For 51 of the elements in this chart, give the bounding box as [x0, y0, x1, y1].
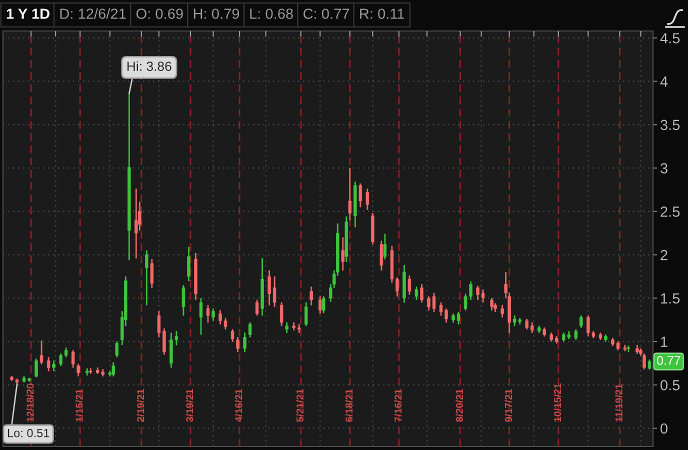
x-tick-label: 4/16/21 [234, 389, 242, 422]
candlestick [481, 289, 485, 303]
x-tick-label: 2/19/21 [136, 389, 144, 422]
annotation: Lo: 0.51 [8, 428, 50, 438]
y-tick-label: 2 [660, 250, 668, 260]
candlestick [623, 344, 627, 352]
y-tick-label: 4 [660, 76, 668, 87]
y-tick-label: 3 [660, 163, 668, 174]
candlestick [46, 356, 50, 372]
x-tick-label: 1/15/21 [75, 389, 83, 422]
x-tick-label: 6/18/21 [345, 389, 353, 422]
candlestick [348, 168, 352, 220]
text: H: 0.79 [194, 8, 240, 19]
candlestick [88, 368, 92, 374]
annotation: Hi: 3.86 [127, 61, 172, 71]
candlestick [555, 336, 558, 344]
candlestick [456, 312, 460, 324]
chart-title: 1 Y 1D [6, 8, 50, 19]
y-tick-label: 3.5 [660, 120, 680, 130]
candlestick [292, 322, 296, 330]
text: L: 0.68 [250, 8, 293, 19]
y-tick-label: 1.5 [661, 293, 680, 304]
candlestick [297, 324, 301, 334]
x-tick-label: 12/18/20 [26, 384, 34, 422]
x-tick-label: 5/21/21 [296, 389, 304, 422]
candlestick [206, 304, 210, 323]
x-tick-label: 8/20/21 [456, 389, 464, 422]
candlestick [636, 344, 639, 354]
candlestick [626, 346, 630, 352]
text: R: 0.11 [360, 8, 404, 19]
candlestick [134, 188, 138, 258]
annotation: 0.77 [656, 356, 680, 365]
y-tick-label: 0 [660, 423, 668, 434]
candlestick [199, 298, 203, 335]
x-tick-label: 3/19/21 [186, 389, 194, 422]
x-tick-label: 11/19/21 [615, 384, 622, 422]
x-tick-label: 10/15/21 [554, 384, 562, 422]
y-tick-label: 0.5 [660, 380, 680, 390]
text: D: 12/6/21 [60, 8, 126, 19]
candlestick [145, 250, 148, 306]
candlestick [285, 322, 288, 334]
text: C: 0.77 [303, 8, 350, 19]
candlestick [40, 340, 44, 364]
text: O: 0.69 [136, 8, 183, 19]
y-tick-label: 1 [661, 336, 668, 347]
x-tick-label: 9/17/21 [504, 389, 512, 422]
candlestick [52, 360, 56, 372]
y-tick-label: 4.5 [660, 33, 680, 44]
y-tick-label: 2.5 [660, 206, 680, 217]
x-tick-label: 7/16/21 [394, 389, 402, 422]
candlestick [85, 368, 89, 376]
